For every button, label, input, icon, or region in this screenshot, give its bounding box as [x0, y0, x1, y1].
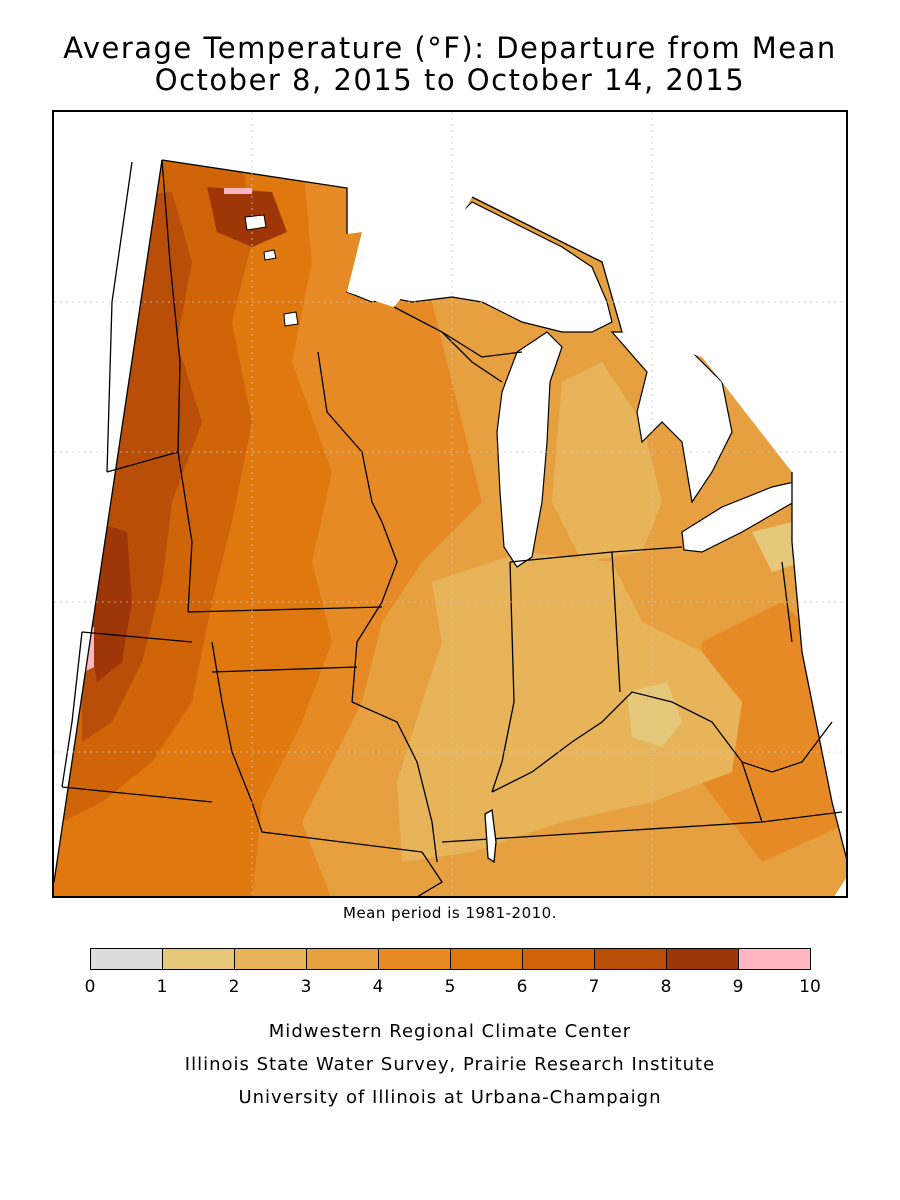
legend-swatch-6-7	[522, 948, 595, 970]
legend-tick-label: 0	[84, 977, 96, 997]
dotted-grid	[54, 112, 846, 896]
legend-swatch-0-1	[90, 948, 163, 970]
border-ia-mo	[211, 666, 358, 673]
border-ne-ia	[211, 641, 253, 803]
border-ia-wi-il	[351, 521, 398, 703]
band-2-3-michigan	[552, 362, 662, 562]
kentucky-lake	[484, 808, 497, 864]
map-date-range: October 8, 2015 to October 14, 2015	[154, 63, 746, 97]
legend-tick-label: 1	[156, 977, 168, 997]
temperature-departure-map	[54, 112, 846, 896]
lake-michigan	[496, 331, 563, 568]
band-2-3-central	[397, 552, 742, 862]
outside-region	[54, 112, 846, 896]
legend-tick-label: 6	[516, 977, 528, 997]
legend-swatch-9-10	[738, 948, 811, 970]
map-frame	[52, 110, 848, 898]
legend-tick-label: 10	[799, 977, 821, 997]
legend-tick-label: 3	[300, 977, 312, 997]
border-ky-wv	[741, 761, 763, 823]
map-title: Average Temperature (°F): Departure from…	[63, 31, 837, 65]
legend-swatch-8-9	[666, 948, 739, 970]
border-wi-mi	[393, 306, 503, 383]
legend-swatch-1-2	[162, 948, 235, 970]
great-lakes	[345, 201, 795, 568]
border-ne-ks	[61, 786, 213, 803]
mean-period-note: Mean period is 1981-2010.	[343, 904, 557, 922]
border-ks-mo	[251, 801, 423, 853]
color-legend	[90, 948, 811, 972]
legend-tick-label: 8	[660, 977, 672, 997]
minnesota-lakes	[244, 214, 299, 327]
band-1-2-ohio	[627, 682, 682, 747]
legend-tick-label: 2	[228, 977, 240, 997]
border-in-mi	[509, 551, 613, 563]
border-ky-tn	[441, 811, 843, 843]
legend-swatch-3-4	[306, 948, 379, 970]
border-mo-il	[351, 701, 438, 863]
credit-line-3: University of Illinois at Urbana-Champai…	[238, 1087, 662, 1108]
credit-line-1: Midwestern Regional Climate Center	[268, 1021, 632, 1042]
border-mn-nd	[161, 159, 193, 613]
border-mo-ar	[417, 851, 443, 896]
border-sd-ne	[81, 631, 193, 643]
band-1-2-east	[752, 522, 802, 572]
credit-line-2: Illinois State Water Survey, Prairie Res…	[184, 1054, 716, 1075]
border-nd-mt	[106, 161, 133, 473]
legend-tick-label: 9	[732, 977, 744, 997]
legend-swatch-7-8	[594, 948, 667, 970]
legend-tick-label: 5	[444, 977, 456, 997]
legend-tick-label: 7	[588, 977, 600, 997]
border-oh-mi	[611, 546, 683, 553]
legend-swatch-2-3	[234, 948, 307, 970]
border-sd-wy	[61, 631, 83, 788]
border-il-in	[491, 561, 515, 793]
border-mn-ia	[187, 606, 383, 613]
border-nd-sd	[106, 451, 179, 473]
region-border	[54, 159, 846, 883]
border-mi-up	[441, 331, 523, 358]
band-9-10-north	[224, 188, 252, 194]
legend-swatch-4-5	[378, 948, 451, 970]
border-in-oh	[611, 551, 621, 693]
legend-swatch-5-6	[450, 948, 523, 970]
legend-tick-label: 4	[372, 977, 384, 997]
